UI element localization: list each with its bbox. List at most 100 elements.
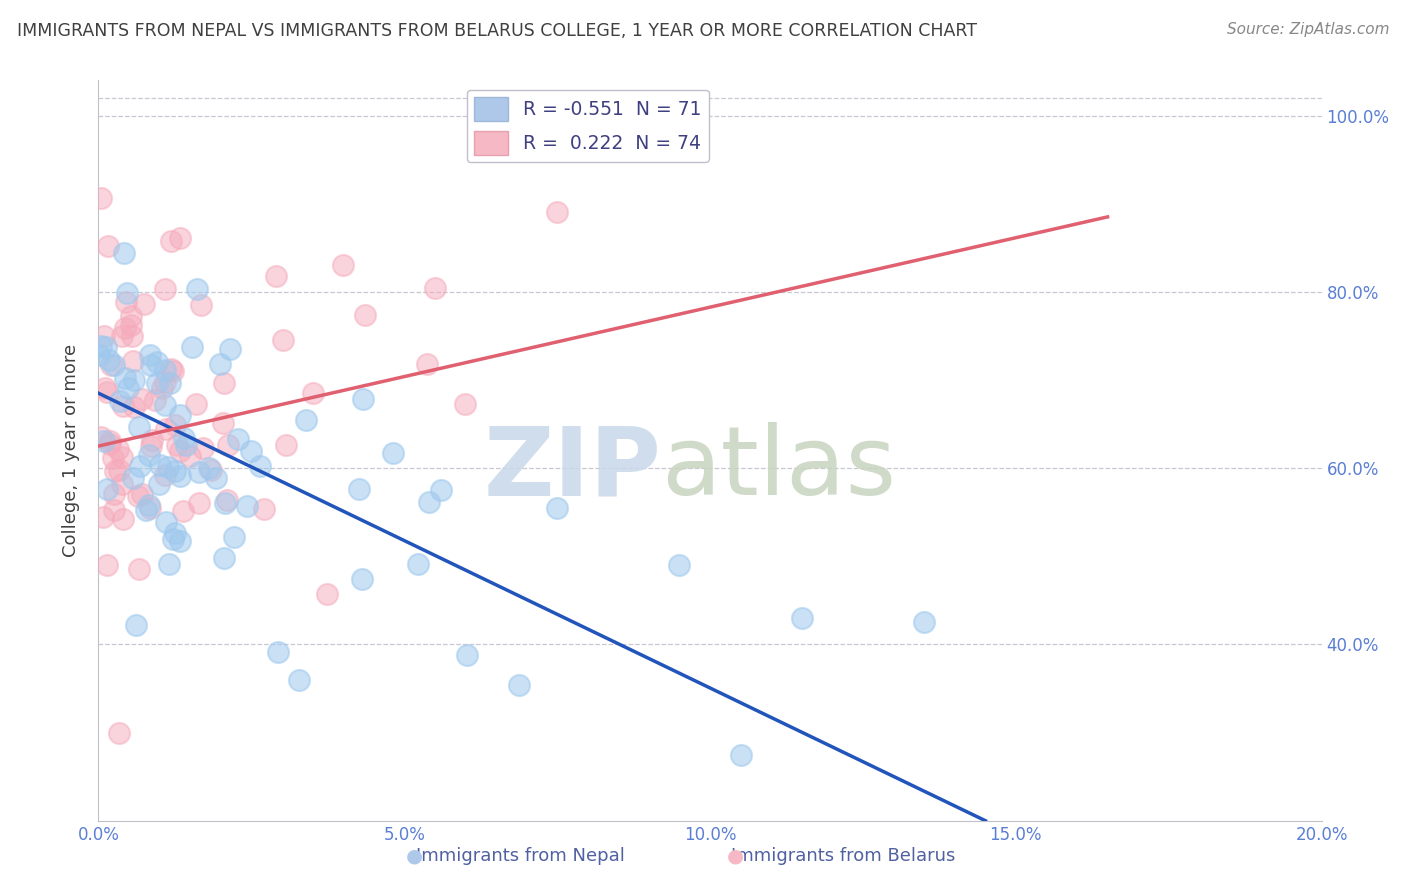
Point <box>166 438 188 452</box>
Point <box>315 587 337 601</box>
Point <box>125 618 148 632</box>
Point <box>193 441 215 455</box>
Point <box>90 339 112 353</box>
Text: Immigrants from Nepal: Immigrants from Nepal <box>416 847 624 865</box>
Point <box>121 329 143 343</box>
Point <box>110 393 132 408</box>
Point <box>163 525 186 540</box>
Point <box>546 205 568 219</box>
Point <box>169 469 191 483</box>
Point <box>332 259 354 273</box>
Point <box>100 358 122 372</box>
Point <box>430 483 453 497</box>
Point <box>730 747 752 762</box>
Point <box>138 500 160 515</box>
Point <box>93 329 115 343</box>
Point <box>271 333 294 347</box>
Point <box>188 465 211 479</box>
Point <box>174 438 197 452</box>
Point <box>141 433 163 447</box>
Point <box>93 434 115 448</box>
Point <box>172 504 194 518</box>
Point <box>159 376 181 390</box>
Point <box>101 451 124 466</box>
Point <box>112 512 135 526</box>
Point <box>94 381 117 395</box>
Point <box>108 725 131 739</box>
Text: Source: ZipAtlas.com: Source: ZipAtlas.com <box>1226 22 1389 37</box>
Point <box>212 551 235 566</box>
Point <box>141 439 163 453</box>
Point <box>115 294 138 309</box>
Point <box>98 437 121 451</box>
Point <box>169 443 191 458</box>
Point <box>418 495 440 509</box>
Point <box>141 358 163 372</box>
Point <box>96 482 118 496</box>
Point <box>153 282 176 296</box>
Point <box>96 558 118 573</box>
Point <box>287 673 309 687</box>
Point <box>226 432 249 446</box>
Point <box>160 362 183 376</box>
Point <box>169 533 191 548</box>
Text: Immigrants from Belarus: Immigrants from Belarus <box>731 847 956 865</box>
Point <box>96 384 118 399</box>
Point <box>128 420 150 434</box>
Point <box>347 482 370 496</box>
Point <box>103 503 125 517</box>
Point <box>153 398 176 412</box>
Text: ZIP: ZIP <box>484 423 661 516</box>
Point <box>186 282 208 296</box>
Point <box>546 500 568 515</box>
Point <box>103 487 125 501</box>
Point <box>107 462 129 476</box>
Point <box>179 450 201 464</box>
Point <box>160 234 183 248</box>
Point <box>138 348 160 362</box>
Point <box>416 357 439 371</box>
Point <box>212 416 235 430</box>
Point <box>114 371 136 385</box>
Point <box>90 430 112 444</box>
Point <box>454 397 477 411</box>
Point <box>423 281 446 295</box>
Point <box>212 376 235 391</box>
Point <box>121 471 143 485</box>
Point <box>122 353 145 368</box>
Point <box>150 381 173 395</box>
Point <box>131 392 153 407</box>
Point <box>352 572 374 586</box>
Point <box>120 310 142 324</box>
Point <box>114 321 136 335</box>
Point <box>169 231 191 245</box>
Point <box>112 399 135 413</box>
Point <box>111 450 134 464</box>
Point <box>143 392 166 407</box>
Point <box>163 464 186 478</box>
Point <box>122 400 145 414</box>
Point <box>155 516 177 530</box>
Point <box>200 463 222 477</box>
Point <box>156 460 179 475</box>
Legend: R = -0.551  N = 71, R =  0.222  N = 74: R = -0.551 N = 71, R = 0.222 N = 74 <box>467 90 709 162</box>
Text: ●: ● <box>727 847 744 866</box>
Point <box>91 510 114 524</box>
Point <box>214 496 236 510</box>
Point <box>187 495 209 509</box>
Point <box>912 615 935 630</box>
Point <box>135 502 157 516</box>
Point <box>668 558 690 572</box>
Point <box>94 340 117 354</box>
Point <box>209 357 232 371</box>
Point <box>111 329 134 343</box>
Point <box>240 443 263 458</box>
Point <box>115 286 138 301</box>
Point <box>205 471 228 485</box>
Point <box>127 489 149 503</box>
Point <box>181 340 204 354</box>
Point <box>138 498 160 512</box>
Point <box>186 397 208 411</box>
Point <box>146 376 169 391</box>
Point <box>508 678 530 692</box>
